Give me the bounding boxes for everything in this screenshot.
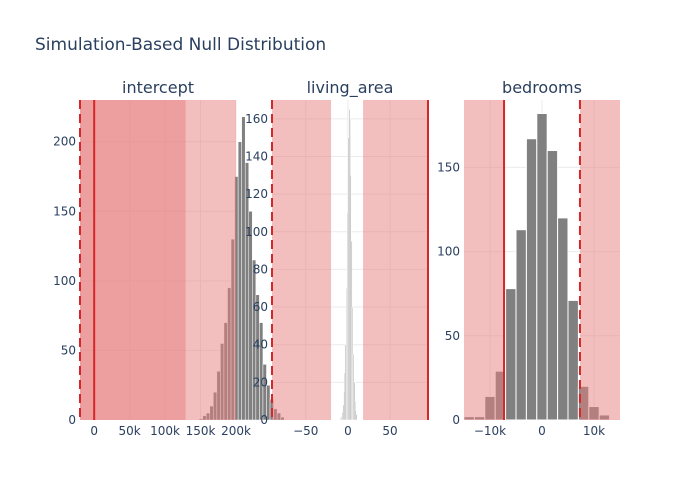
y-tick-label: 200 xyxy=(53,135,76,149)
histogram-bar xyxy=(525,138,538,421)
x-tick-label: 200k xyxy=(221,424,251,438)
y-tick-label: 0 xyxy=(452,413,460,427)
y-tick-label: 120 xyxy=(245,187,268,201)
x-tick-label: 0 xyxy=(344,424,352,438)
y-tick-label: 40 xyxy=(253,338,268,352)
histogram-bar xyxy=(567,299,579,421)
y-tick-label: 140 xyxy=(245,149,268,163)
rejection-region xyxy=(363,100,428,420)
x-tick-label: 0 xyxy=(538,424,546,438)
y-tick-label: 100 xyxy=(53,274,76,288)
panel-subtitle: living_area xyxy=(307,78,394,98)
x-tick-label: 0 xyxy=(90,424,98,438)
panel-2: bedrooms 0 50 100 150 −10k 0 10k xyxy=(437,78,620,438)
y-tick-label: 50 xyxy=(61,343,76,357)
x-tick-label: 100k xyxy=(150,424,180,438)
y-tick-label: 0 xyxy=(68,413,76,427)
histogram-bar xyxy=(536,112,548,421)
histogram-bar xyxy=(505,288,517,421)
histogram-bar xyxy=(356,414,358,421)
rejection-region xyxy=(464,100,505,420)
y-tick-label: 150 xyxy=(53,204,76,218)
y-tick-label: 50 xyxy=(445,329,460,343)
x-tick-label: −50 xyxy=(293,424,318,438)
histogram-bar xyxy=(262,364,267,421)
chart-title: Simulation-Based Null Distribution xyxy=(35,35,326,55)
histogram-bar xyxy=(237,141,242,421)
y-tick-label: 160 xyxy=(245,112,268,126)
rejection-region xyxy=(272,100,332,420)
x-tick-label: 50k xyxy=(119,424,141,438)
y-tick-label: 80 xyxy=(253,262,268,276)
histogram-bar xyxy=(557,217,569,421)
y-tick-label: 100 xyxy=(437,245,460,259)
x-tick-label: 50 xyxy=(382,424,397,438)
x-tick-label: 10k xyxy=(583,424,605,438)
y-tick-label: 0 xyxy=(260,413,268,427)
panel-1: living_area 0 20 40 60 80 100 120 140 160 −50 0 50 xyxy=(245,78,429,438)
x-tick-label: −10k xyxy=(474,424,506,438)
histogram-bar xyxy=(546,150,559,421)
panel-subtitle: bedrooms xyxy=(502,78,582,97)
y-tick-label: 150 xyxy=(437,160,460,174)
rejection-region xyxy=(80,100,186,420)
histogram-bar xyxy=(515,229,527,421)
y-tick-label: 100 xyxy=(245,225,268,239)
y-tick-label: 20 xyxy=(253,375,268,389)
y-tick-label: 60 xyxy=(253,300,268,314)
x-tick-label: 150k xyxy=(186,424,216,438)
panel-subtitle: intercept xyxy=(122,78,194,97)
rejection-region xyxy=(579,100,620,420)
histogram-bar xyxy=(244,162,250,421)
rejection-region xyxy=(185,100,236,420)
